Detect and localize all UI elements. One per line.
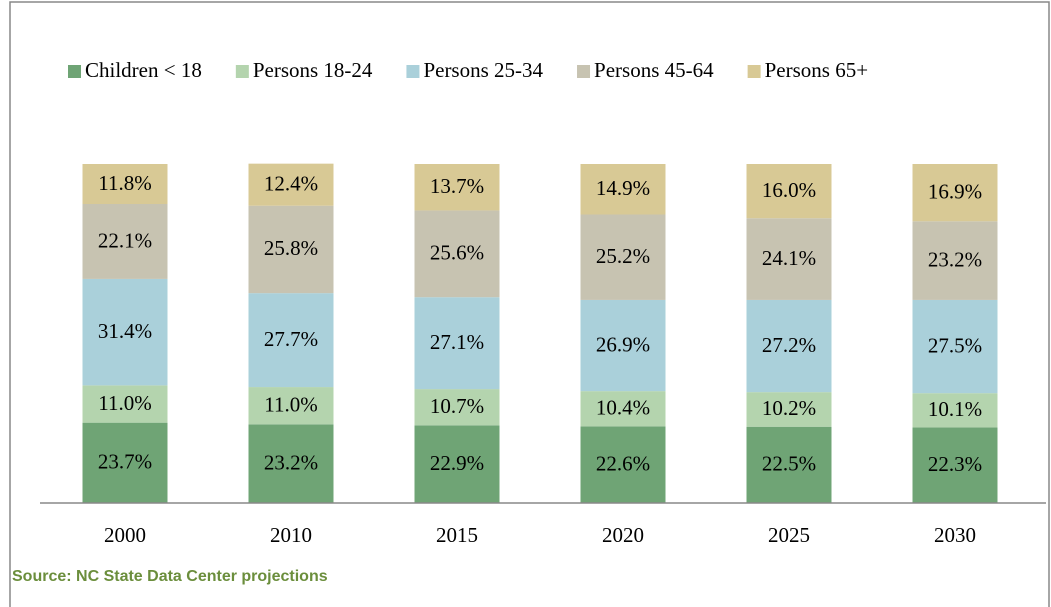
- bar-segment: [912, 427, 998, 503]
- data-label: 23.2%: [264, 450, 318, 474]
- x-tick-label: 2030: [934, 523, 976, 547]
- bar-segment: [414, 425, 500, 503]
- bar-segment: [912, 393, 998, 428]
- legend-label: Persons 18-24: [253, 58, 373, 82]
- data-label: 26.9%: [596, 332, 650, 356]
- data-label: 25.8%: [264, 236, 318, 260]
- data-label: 25.6%: [430, 241, 484, 265]
- legend-label: Persons 45-64: [594, 58, 714, 82]
- data-label: 13.7%: [430, 174, 484, 198]
- data-label: 10.2%: [762, 396, 816, 420]
- legend-swatch: [68, 65, 81, 78]
- data-label: 11.8%: [98, 171, 151, 195]
- x-tick-label: 2020: [602, 523, 644, 547]
- bar-segment: [82, 164, 168, 205]
- bar-segment: [82, 204, 168, 279]
- data-label: 22.3%: [928, 452, 982, 476]
- bar-segment: [248, 205, 334, 294]
- bar-segment: [580, 214, 666, 300]
- bar-segment: [248, 163, 334, 206]
- bar-segment: [912, 164, 998, 222]
- bar-segment: [580, 426, 666, 503]
- data-label: 22.5%: [762, 452, 816, 476]
- data-label: 24.1%: [762, 246, 816, 270]
- legend-swatch: [235, 65, 249, 78]
- data-label: 11.0%: [264, 393, 317, 417]
- bar-segment: [912, 299, 998, 394]
- bar-segment: [82, 422, 168, 503]
- bar-segment: [248, 424, 334, 503]
- x-tick-label: 2000: [104, 523, 146, 547]
- data-label: 11.0%: [98, 391, 151, 415]
- legend-swatch: [406, 65, 420, 78]
- x-tick-label: 2025: [768, 523, 810, 547]
- data-label: 23.2%: [928, 247, 982, 271]
- bar-segment: [414, 389, 500, 426]
- data-label: 16.0%: [762, 178, 816, 202]
- data-label: 27.1%: [430, 330, 484, 354]
- legend-label: Children < 18: [85, 58, 202, 82]
- source-note: Source: NC State Data Center projections: [12, 568, 328, 585]
- bar-segment: [746, 426, 832, 503]
- legend-label: Persons 25-34: [423, 58, 543, 82]
- bar-segment: [248, 387, 334, 425]
- data-label: 31.4%: [98, 319, 152, 343]
- data-label: 12.4%: [264, 171, 318, 195]
- data-label: 10.7%: [430, 394, 484, 418]
- data-label: 23.7%: [98, 450, 152, 474]
- bar-segment: [746, 164, 832, 219]
- data-label: 22.9%: [430, 451, 484, 475]
- bar-segment: [580, 391, 666, 427]
- data-label: 27.5%: [928, 333, 982, 357]
- data-label: 16.9%: [928, 179, 982, 203]
- legend-label: Persons 65+: [765, 58, 868, 82]
- bar-segment: [82, 278, 168, 386]
- bar-segment: [248, 293, 334, 388]
- data-label: 14.9%: [596, 176, 650, 200]
- data-label: 10.1%: [928, 397, 982, 421]
- bar-segment: [746, 392, 832, 427]
- legend-swatch: [577, 65, 591, 78]
- data-label: 22.1%: [98, 228, 152, 252]
- bar-segment: [82, 385, 168, 423]
- legend-swatch: [747, 65, 761, 78]
- data-label: 22.6%: [596, 452, 650, 476]
- bar-segment: [580, 299, 666, 392]
- x-tick-label: 2015: [436, 523, 478, 547]
- bar-segment: [746, 299, 832, 393]
- bar-segment: [580, 164, 666, 215]
- data-label: 10.4%: [596, 396, 650, 420]
- data-label: 25.2%: [596, 244, 650, 268]
- bar-segment: [414, 297, 500, 390]
- bar-segment: [746, 218, 832, 300]
- chart-border: [9, 1, 1050, 607]
- data-label: 27.2%: [762, 333, 816, 357]
- x-tick-label: 2010: [270, 523, 312, 547]
- data-label: 27.7%: [264, 327, 318, 351]
- bar-segment: [912, 221, 998, 300]
- bar-segment: [414, 210, 500, 298]
- bar-segment: [414, 164, 500, 211]
